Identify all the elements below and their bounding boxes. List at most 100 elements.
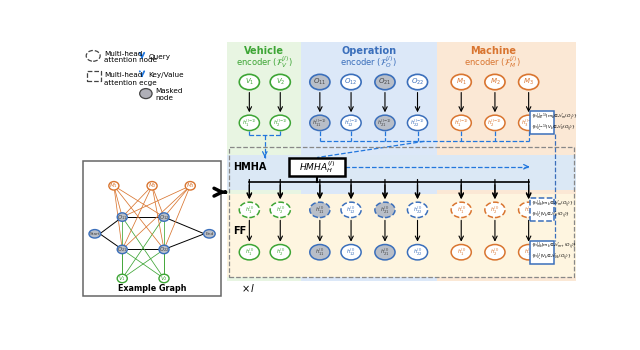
Ellipse shape <box>147 182 157 190</box>
Text: Multi-head: Multi-head <box>104 72 143 78</box>
Ellipse shape <box>341 245 361 260</box>
Text: Machine: Machine <box>470 46 516 56</box>
Text: $h_{11}^{(l)}$: $h_{11}^{(l)}$ <box>315 246 324 258</box>
Text: $M_3$: $M_3$ <box>186 181 195 190</box>
Ellipse shape <box>375 202 395 218</box>
Text: encoder $(\mathcal{F}_V^{(l)})$: encoder $(\mathcal{F}_V^{(l)})$ <box>236 54 292 70</box>
Text: $O_{22}$: $O_{22}$ <box>159 245 169 254</box>
Text: $h_3^{(l)}$: $h_3^{(l)}$ <box>524 246 533 258</box>
Ellipse shape <box>310 115 330 131</box>
Text: $h_{12}^{(l)}$: $h_{12}^{(l)}$ <box>346 246 356 258</box>
Text: $h_{21}^{(l)}$: $h_{21}^{(l)}$ <box>380 246 390 258</box>
Text: $h_1^{(l)}$: $h_1^{(l)}$ <box>456 204 466 216</box>
Text: $O_{21}$: $O_{21}$ <box>378 77 392 87</box>
Ellipse shape <box>518 245 539 260</box>
Text: $h_2^{(l)}$: $h_2^{(l)}$ <box>490 204 500 216</box>
Text: $M_2$: $M_2$ <box>490 77 500 87</box>
Text: FF: FF <box>234 226 246 236</box>
Ellipse shape <box>270 202 291 218</box>
Text: attention node: attention node <box>104 57 157 63</box>
Ellipse shape <box>89 230 100 238</box>
Ellipse shape <box>451 202 471 218</box>
Ellipse shape <box>341 202 361 218</box>
Text: node: node <box>155 95 173 101</box>
Text: End: End <box>205 232 214 236</box>
Ellipse shape <box>109 182 119 190</box>
FancyBboxPatch shape <box>87 71 101 80</box>
Ellipse shape <box>117 245 127 254</box>
Text: $h_1^{(l\!-\!1)}$: $h_1^{(l\!-\!1)}$ <box>242 117 257 128</box>
Text: $\mathit{HMHA}_H^{(l)}$: $\mathit{HMHA}_H^{(l)}$ <box>299 159 335 175</box>
Text: $h_{22}^{(l)}$: $h_{22}^{(l)}$ <box>413 204 422 216</box>
Ellipse shape <box>485 74 505 90</box>
Text: $M_2$: $M_2$ <box>148 181 157 190</box>
Ellipse shape <box>310 245 330 260</box>
Text: $\{h_{mk}^{(l)}|m_k\!\in\!\mathcal{N}_{m}(O_{ij})\}$: $\{h_{mk}^{(l)}|m_k\!\in\!\mathcal{N}_{m… <box>531 199 573 210</box>
Ellipse shape <box>239 245 259 260</box>
Ellipse shape <box>270 115 291 131</box>
Text: encoder $(\mathcal{F}_O^{(l)})$: encoder $(\mathcal{F}_O^{(l)})$ <box>340 54 397 70</box>
Ellipse shape <box>86 50 100 61</box>
Text: attention ecge: attention ecge <box>104 80 157 86</box>
Text: $V_1$: $V_1$ <box>118 274 126 283</box>
Text: HMHA: HMHA <box>234 162 267 172</box>
Text: $h_{21}^{(l)}$: $h_{21}^{(l)}$ <box>380 204 390 216</box>
Text: $\times\,l$: $\times\,l$ <box>241 282 255 294</box>
Text: $\{h_{V_k}^{(l)}|V_k\!\in\!\mathcal{N}_{V}(O_{ij})\}$: $\{h_{V_k}^{(l)}|V_k\!\in\!\mathcal{N}_{… <box>531 210 570 221</box>
FancyBboxPatch shape <box>301 42 436 281</box>
Ellipse shape <box>117 213 127 221</box>
FancyBboxPatch shape <box>529 241 554 264</box>
Ellipse shape <box>485 115 505 131</box>
FancyBboxPatch shape <box>83 161 221 296</box>
Text: $V_2$: $V_2$ <box>276 77 285 87</box>
Ellipse shape <box>159 274 169 283</box>
Ellipse shape <box>518 74 539 90</box>
Ellipse shape <box>408 115 428 131</box>
Text: $h_{11}^{(l)}$: $h_{11}^{(l)}$ <box>315 204 324 216</box>
Ellipse shape <box>204 230 215 238</box>
Ellipse shape <box>375 245 395 260</box>
Ellipse shape <box>451 115 471 131</box>
Text: $O_{21}$: $O_{21}$ <box>117 245 127 254</box>
Text: $h_1^{(l\!-\!1)}$: $h_1^{(l\!-\!1)}$ <box>454 117 468 128</box>
Ellipse shape <box>518 202 539 218</box>
Ellipse shape <box>159 213 169 221</box>
Ellipse shape <box>375 74 395 90</box>
Text: $\{h_{mk}^{(l)}|m_k\!\in\!\mathcal{N}_{m+}(O_{ij})\}$: $\{h_{mk}^{(l)}|m_k\!\in\!\mathcal{N}_{m… <box>531 241 577 252</box>
Ellipse shape <box>451 245 471 260</box>
Text: $\{h_{V_k}^{(l-1)}|V_k\!\in\!\mathcal{N}_{V}(O_{ij})\}$: $\{h_{V_k}^{(l-1)}|V_k\!\in\!\mathcal{N}… <box>531 123 575 134</box>
Ellipse shape <box>117 274 127 283</box>
Text: $V_2$: $V_2$ <box>160 274 168 283</box>
FancyBboxPatch shape <box>289 158 345 176</box>
Text: $V_1$: $V_1$ <box>244 77 254 87</box>
Ellipse shape <box>408 74 428 90</box>
Text: Masked: Masked <box>155 88 182 93</box>
Text: $O_{11}$: $O_{11}$ <box>313 77 326 87</box>
Text: $h_3^{(l\!-\!1)}$: $h_3^{(l\!-\!1)}$ <box>521 117 536 128</box>
Ellipse shape <box>518 115 539 131</box>
Text: Example Graph: Example Graph <box>118 284 186 293</box>
Text: $h_3^{(l)}$: $h_3^{(l)}$ <box>524 204 533 216</box>
Ellipse shape <box>159 245 169 254</box>
Text: $h_1^{(l)}$: $h_1^{(l)}$ <box>456 246 466 258</box>
FancyBboxPatch shape <box>436 42 640 281</box>
Ellipse shape <box>140 89 152 99</box>
Text: $h_{22}^{(l)}$: $h_{22}^{(l)}$ <box>413 246 422 258</box>
Ellipse shape <box>341 115 361 131</box>
FancyBboxPatch shape <box>529 198 554 222</box>
Ellipse shape <box>185 182 195 190</box>
Text: $h_{12}^{(l\!-\!1)}$: $h_{12}^{(l\!-\!1)}$ <box>344 117 358 128</box>
Text: Multi-head: Multi-head <box>104 50 143 57</box>
Text: Key/Value: Key/Value <box>148 72 184 78</box>
Ellipse shape <box>310 202 330 218</box>
FancyBboxPatch shape <box>227 42 301 281</box>
Text: $O_{12}$: $O_{12}$ <box>344 77 358 87</box>
Ellipse shape <box>451 74 471 90</box>
Text: $h_1^{(l)}$: $h_1^{(l)}$ <box>244 204 254 216</box>
FancyBboxPatch shape <box>227 155 576 190</box>
Text: encoder $(\mathcal{F}_M^{(l)})$: encoder $(\mathcal{F}_M^{(l)})$ <box>465 54 521 70</box>
Text: Start: Start <box>90 232 100 236</box>
Text: $h_2^{(l\!-\!1)}$: $h_2^{(l\!-\!1)}$ <box>273 117 288 128</box>
Ellipse shape <box>485 202 505 218</box>
Text: $M_3$: $M_3$ <box>524 77 534 87</box>
